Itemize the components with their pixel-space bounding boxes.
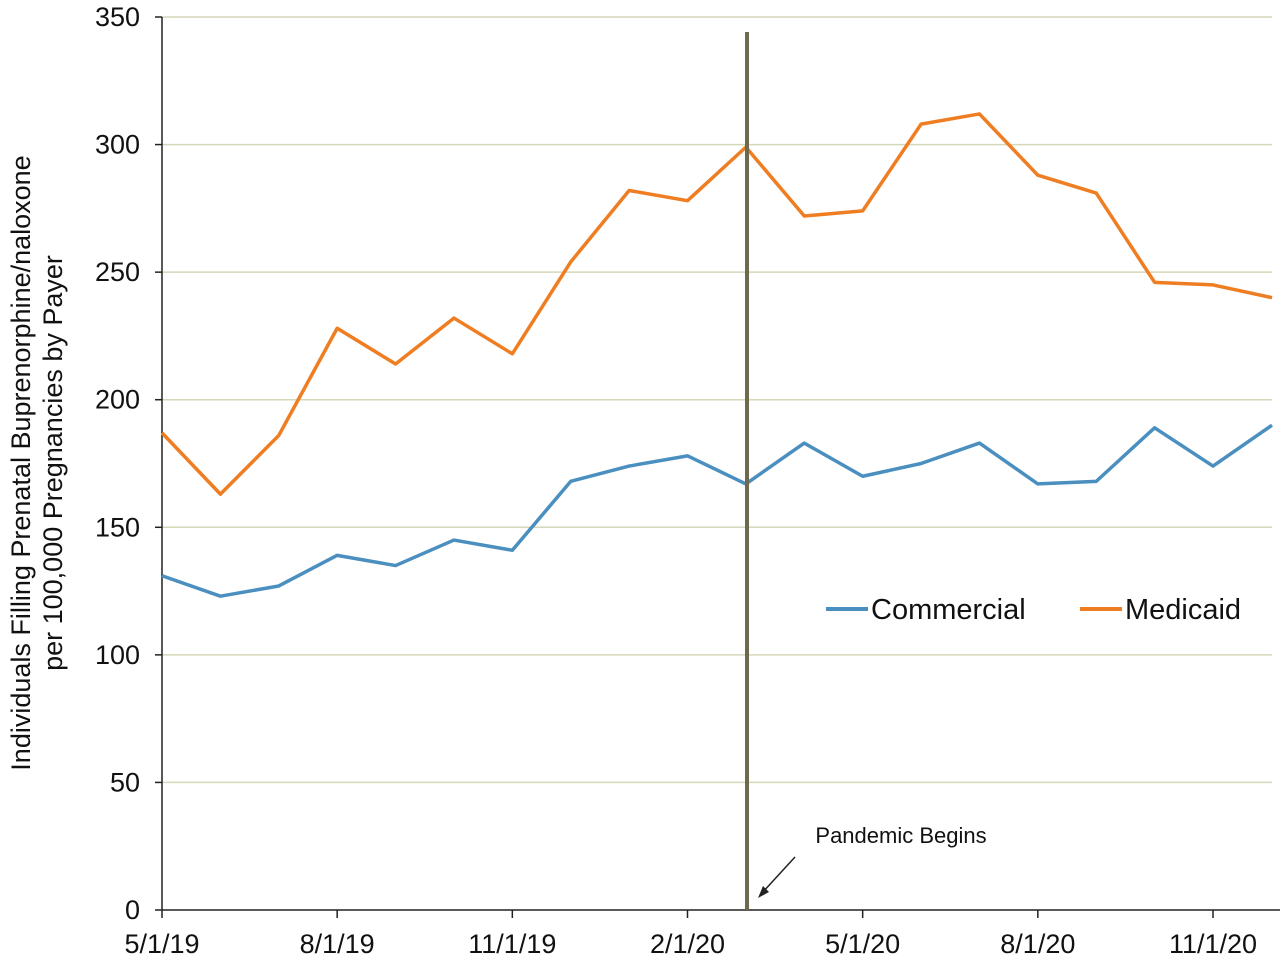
x-tick-label-2: 11/1/19 [468,929,556,959]
x-tick-label-6: 11/1/20 [1169,929,1257,959]
y-axis-title: Individuals Filling Prenatal Buprenorphi… [6,155,68,770]
y-tick-label-200: 200 [95,385,140,415]
pandemic-label: Pandemic Begins [815,823,986,848]
y-axis-ticks: 0 50 100 150 200 250 300 350 [95,2,162,925]
y-tick-label-0: 0 [125,895,140,925]
legend-label-commercial: Commercial [871,594,1026,626]
y-tick-label-350: 350 [95,2,140,32]
x-tick-label-1: 8/1/19 [300,929,375,959]
y-tick-label-150: 150 [95,512,140,542]
x-axis-ticks: 5/1/19 8/1/19 11/1/19 2/1/20 5/1/20 8/1/20 11/… [124,910,1257,959]
y-axis-title-line1: Individuals Filling Prenatal Buprenorphi… [6,155,36,770]
y-axis-title-line2: per 100,000 Pregnancies by Payer [38,255,68,671]
pandemic-arrow-shaft [761,856,796,894]
x-tick-label-0: 5/1/19 [124,929,199,959]
x-tick-label-5: 8/1/20 [1000,929,1075,959]
pandemic-arrow-head [758,886,769,898]
y-tick-label-100: 100 [95,640,140,670]
y-tick-label-250: 250 [95,257,140,287]
series-lines [160,112,1273,598]
legend: Commercial Medicaid [826,594,1241,626]
series-line-commercial [161,423,1273,598]
series-line-medicaid [160,112,1273,496]
y-tick-label-50: 50 [110,767,140,797]
x-tick-label-4: 5/1/20 [825,929,900,959]
legend-label-medicaid: Medicaid [1125,594,1241,626]
pandemic-marker: Pandemic Begins [745,32,987,910]
gridlines [162,16,1272,784]
axes [161,17,1280,911]
x-tick-label-3: 2/1/20 [650,929,725,959]
y-tick-label-300: 300 [95,130,140,160]
